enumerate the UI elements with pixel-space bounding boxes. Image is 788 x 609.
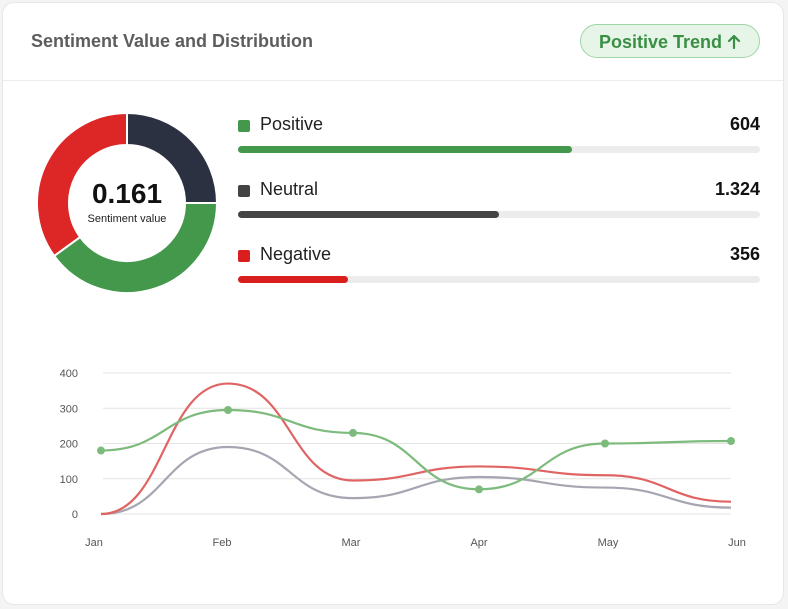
x-tick-label: May	[598, 537, 619, 549]
card-header: Sentiment Value and Distribution Positiv…	[3, 3, 783, 81]
y-tick-label: 200	[60, 439, 78, 451]
series-point	[349, 428, 357, 437]
donut-slice-positive	[52, 202, 219, 294]
metric-value: 1.324	[714, 179, 760, 199]
card-title: Sentiment Value and Distribution	[31, 31, 314, 51]
progress-fill	[238, 146, 573, 153]
metric-neutral: Neutral 1.324	[238, 178, 760, 218]
neutral-color-dot	[238, 185, 250, 197]
metric-label: Negative	[260, 244, 332, 264]
progress-track	[238, 146, 760, 153]
series-point	[727, 437, 735, 446]
x-tick-label: Mar	[342, 537, 361, 549]
series-point	[224, 406, 232, 415]
sentiment-value-label: Sentiment value	[87, 213, 167, 225]
sentiment-donut-chart	[36, 111, 219, 294]
progress-fill	[238, 276, 348, 283]
progress-track	[238, 276, 760, 283]
metric-label: Positive	[260, 114, 324, 134]
series-point	[601, 439, 609, 448]
trend-badge-label: Positive Trend	[598, 32, 722, 52]
y-tick-label: 100	[60, 474, 78, 486]
progress-track	[238, 211, 760, 218]
metric-value: 604	[729, 114, 760, 134]
sentiment-value: 0.161	[91, 178, 163, 209]
x-tick-label: Jun	[728, 537, 746, 549]
series-line-2	[100, 445, 732, 516]
series-point	[475, 485, 483, 494]
progress-fill	[238, 211, 499, 218]
x-tick-label: Feb	[213, 537, 232, 549]
x-tick-label: Apr	[470, 537, 487, 549]
x-tick-label: Jan	[85, 537, 103, 549]
trend-badge: Positive Trend	[579, 24, 760, 58]
y-tick-label: 400	[60, 368, 78, 380]
negative-color-dot	[238, 250, 250, 262]
series-line-1	[100, 382, 732, 516]
y-tick-label: 300	[60, 403, 78, 415]
metric-positive: Positive 604	[238, 113, 760, 153]
metric-value: 356	[729, 244, 760, 264]
donut-slice-negative	[36, 111, 128, 258]
positive-color-dot	[238, 120, 250, 132]
series-line-0	[100, 408, 732, 491]
series-point	[97, 446, 105, 455]
sentiment-line-chart: 0 100 200 300 400 Jan Feb Mar Apr May Jun	[60, 368, 746, 549]
arrow-up-icon	[727, 32, 741, 52]
metric-label: Neutral	[260, 179, 319, 199]
y-tick-label: 0	[72, 509, 78, 521]
metric-negative: Negative 356	[238, 243, 760, 283]
